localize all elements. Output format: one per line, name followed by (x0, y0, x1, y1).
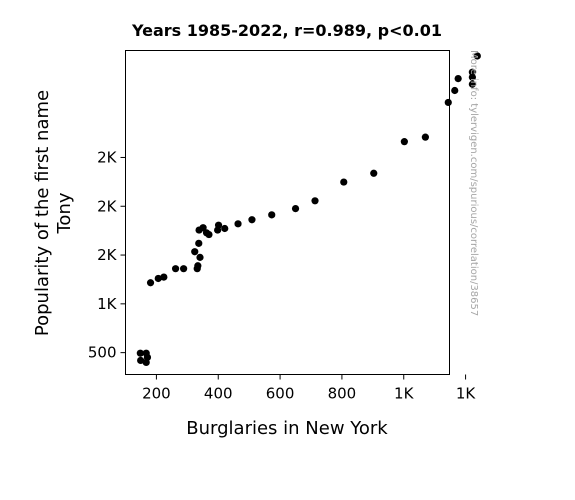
data-point-5 (454, 75, 462, 83)
data-point-3 (468, 73, 476, 81)
y-tick-label-5: 2K (97, 148, 118, 166)
x-tick-label-2: 400 (204, 385, 233, 403)
data-point-23 (195, 226, 203, 234)
plot-area-frame (125, 50, 450, 375)
data-point-28 (193, 265, 201, 273)
data-point-14 (268, 211, 276, 219)
data-point-35 (136, 349, 144, 357)
data-point-6 (451, 86, 459, 95)
data-point-37 (137, 356, 145, 365)
data-point-8 (421, 133, 429, 141)
y-axis-ticks: 500 1K 2K 2K 2K (88, 148, 126, 362)
x-axis-label: Burglaries in New York (186, 418, 388, 439)
data-point-7 (444, 98, 452, 107)
x-tick-label-6: 1K (456, 385, 477, 403)
x-tick-label-5: 1K (394, 385, 415, 403)
data-point-11 (340, 178, 348, 186)
data-point-29 (180, 265, 188, 273)
data-point-38 (142, 358, 150, 366)
data-point-2 (468, 68, 476, 76)
data-point-1 (473, 52, 481, 60)
y-tick-label-1: 500 (88, 344, 117, 362)
points-layer (136, 52, 481, 366)
data-point-26 (196, 253, 204, 261)
y-tick-label-3: 2K (97, 246, 118, 264)
data-point-13 (291, 204, 300, 213)
data-point-12 (311, 197, 319, 205)
x-tick-label-3: 600 (266, 385, 295, 403)
x-tick-label-1: 200 (142, 385, 171, 403)
data-point-30 (171, 265, 180, 273)
x-tick-label-4: 800 (328, 385, 357, 403)
source-note: More info: tylervigen.com/spurious/corre… (468, 50, 479, 316)
x-axis-ticks: 200 400 600 800 1K 1K (142, 374, 477, 403)
y-tick-label-4: 2K (97, 197, 118, 215)
data-point-33 (146, 279, 155, 287)
data-point-10 (370, 169, 378, 177)
data-point-24 (195, 239, 203, 247)
data-point-31 (160, 273, 168, 281)
y-axis-label-line-2: Tony (54, 192, 75, 234)
y-tick-label-2: 1K (97, 295, 118, 313)
data-point-4 (468, 80, 476, 88)
y-axis-label-line-1: Popularity of the first name (32, 90, 53, 336)
data-point-16 (234, 220, 242, 228)
data-point-25 (191, 248, 199, 256)
data-point-9 (400, 138, 408, 146)
data-point-19 (214, 226, 222, 234)
data-point-15 (248, 216, 256, 224)
chart-title: Years 1985-2022, r=0.989, p<0.01 (131, 21, 442, 40)
data-point-32 (154, 274, 162, 283)
data-point-17 (221, 224, 229, 233)
data-point-21 (202, 229, 211, 237)
